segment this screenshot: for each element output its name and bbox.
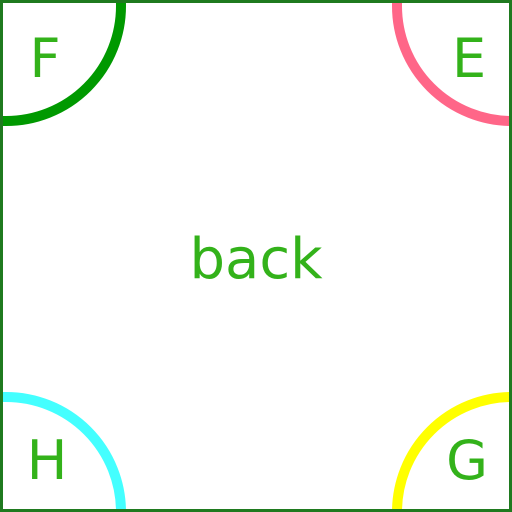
- corner-label-bottom-left: H: [26, 429, 68, 492]
- corner-label-top-left: F: [29, 27, 61, 90]
- corner-label-bottom-right: G: [446, 429, 488, 492]
- face-title: back: [189, 227, 323, 292]
- corner-label-top-right: E: [451, 27, 487, 90]
